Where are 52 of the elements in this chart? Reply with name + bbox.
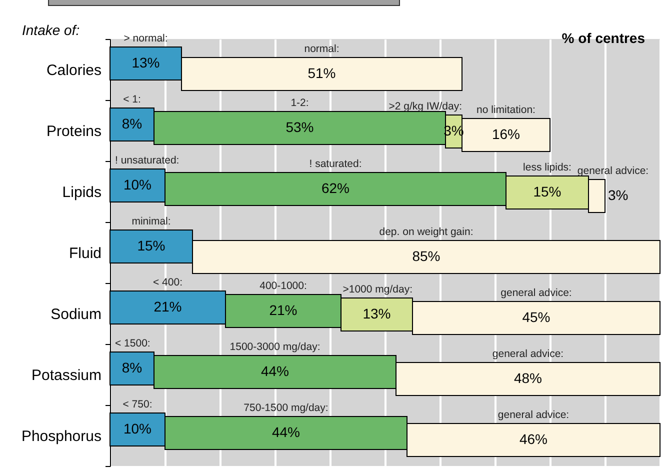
data-label: 10%: [123, 176, 152, 192]
y-axis-title: Intake of:: [22, 22, 80, 38]
annotation: normal:: [304, 43, 340, 55]
data-label: 21%: [154, 298, 182, 314]
annotation: general advice:: [498, 409, 570, 421]
annotation: ! saturated:: [309, 158, 362, 170]
data-label: 62%: [321, 180, 350, 196]
data-label: 51%: [308, 65, 336, 81]
y-tick-label: Sodium: [50, 306, 102, 323]
y-tick-label: Phosphorus: [21, 428, 102, 445]
data-label: 8%: [122, 360, 142, 376]
data-label: 21%: [269, 302, 298, 318]
data-label: 8%: [122, 116, 142, 132]
annotation: less lipids:: [523, 162, 572, 174]
annotation: no limitation:: [476, 104, 536, 116]
y-tick-label: Fluid: [68, 245, 102, 262]
y-tick-label: Proteins: [46, 123, 102, 140]
annotation: >1000 mg/day:: [342, 284, 412, 296]
data-label: 44%: [260, 363, 290, 379]
annotation: < 1:: [123, 94, 141, 106]
y-tick-label: Potassium: [31, 367, 102, 384]
annotation: < 750:: [122, 398, 152, 410]
data-label: 15%: [137, 238, 166, 254]
data-label: 46%: [519, 431, 548, 447]
annotation: 1-2:: [290, 97, 309, 109]
data-label: 15%: [533, 184, 562, 200]
annotation: general advice:: [492, 348, 564, 360]
data-label: 48%: [514, 370, 542, 386]
annotation: dep. on weight gain:: [379, 226, 474, 238]
data-label: 3%: [608, 187, 628, 203]
annotation: general advice:: [577, 165, 649, 177]
annotation: 400-1000:: [260, 280, 307, 292]
annotation: minimal:: [132, 216, 171, 228]
y-tick-label: Calories: [46, 62, 102, 79]
data-label: 10%: [123, 420, 152, 436]
data-label: 13%: [132, 54, 160, 70]
annotation: 1500-3000 mg/day:: [230, 341, 320, 353]
x-axis-title: % of centres: [562, 30, 645, 46]
data-label: 85%: [412, 248, 440, 264]
data-label: 53%: [286, 119, 314, 135]
data-label: 44%: [272, 424, 300, 440]
data-label: 16%: [492, 126, 520, 142]
data-label: 45%: [522, 309, 550, 325]
data-label: 13%: [362, 306, 391, 322]
y-tick-label: Lipids: [62, 184, 102, 201]
annotation: < 400:: [153, 276, 182, 288]
annotation: ! unsaturated:: [115, 154, 180, 166]
annotation: > normal:: [124, 32, 168, 44]
annotation: < 1500:: [115, 338, 150, 350]
annotation: >2 g/kg IW/day:: [388, 100, 462, 112]
annotation: general advice:: [500, 287, 572, 299]
annotation: 750-1500 mg/day:: [244, 402, 328, 414]
